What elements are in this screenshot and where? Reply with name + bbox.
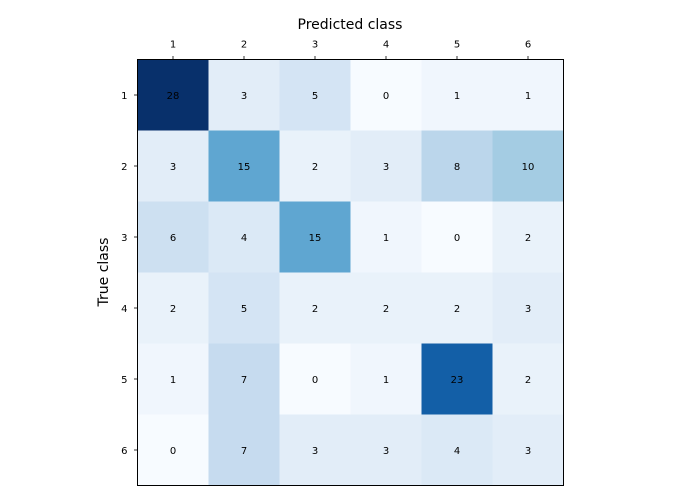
cell-value-label: 3	[525, 446, 531, 457]
cell-value-label: 3	[525, 304, 531, 315]
cell-value-label: 7	[241, 446, 247, 457]
cell-value-label: 4	[454, 446, 460, 457]
heatmap-cell-r4-c1	[137, 272, 209, 344]
x-tick-label: 4	[383, 40, 389, 51]
heatmap-cell-r1-c1	[137, 59, 209, 131]
cell-value-label: 1	[383, 233, 389, 244]
heatmap-cell-r6-c6	[492, 414, 564, 486]
heatmap-cell-r3-c4	[350, 201, 422, 273]
cell-value-label: 2	[383, 304, 389, 315]
y-tick-label: 6	[121, 446, 127, 457]
heatmap-cell-r5-c1	[137, 343, 209, 415]
heatmap-cell-r4-c3	[279, 272, 351, 344]
heatmap-cell-r4-c2	[208, 272, 280, 344]
cell-value-label: 5	[312, 91, 318, 102]
x-tick-label: 5	[454, 40, 460, 51]
cell-value-label: 5	[241, 304, 247, 315]
cell-value-label: 2	[312, 162, 318, 173]
cell-value-label: 0	[170, 446, 176, 457]
heatmap-cell-r1-c5	[421, 59, 493, 131]
heatmap-cell-r2-c4	[350, 130, 422, 202]
heatmap-cell-r1-c4	[350, 59, 422, 131]
heatmap-cell-r5-c5	[421, 343, 493, 415]
y-axis-ticks: 1 2 3 4 5 6	[121, 91, 138, 457]
cell-value-label: 15	[309, 233, 322, 244]
cell-value-label: 15	[238, 162, 251, 173]
cell-value-label: 2	[454, 304, 460, 315]
cell-value-label: 28	[167, 91, 180, 102]
x-axis-ticks: 1 2 3 4 5 6	[170, 40, 531, 60]
x-tick-label: 1	[170, 40, 176, 51]
cell-value-label: 10	[522, 162, 535, 173]
cell-value-label: 3	[312, 446, 318, 457]
cell-value-label: 2	[170, 304, 176, 315]
heatmap-cells	[137, 59, 564, 486]
cell-value-label: 4	[241, 233, 247, 244]
y-axis-title: True class	[96, 238, 112, 308]
cell-value-label: 23	[451, 375, 464, 386]
heatmap-cell-r6-c4	[350, 414, 422, 486]
heatmap-cell-r6-c5	[421, 414, 493, 486]
cell-value-label: 1	[454, 91, 460, 102]
heatmap-cell-r3-c3	[279, 201, 351, 273]
heatmap-cell-r2-c5	[421, 130, 493, 202]
heatmap-cell-r4-c4	[350, 272, 422, 344]
y-tick-label: 5	[121, 375, 127, 386]
cell-value-label: 1	[383, 375, 389, 386]
heatmap-cell-r3-c1	[137, 201, 209, 273]
cell-value-label: 2	[525, 375, 531, 386]
cell-value-label: 6	[170, 233, 176, 244]
cell-value-label: 3	[241, 91, 247, 102]
cell-value-label: 1	[170, 375, 176, 386]
heatmap-cell-r6-c1	[137, 414, 209, 486]
heatmap-cell-r2-c2	[208, 130, 280, 202]
y-tick-label: 1	[121, 91, 127, 102]
heatmap-cell-r3-c2	[208, 201, 280, 273]
x-axis-title: Predicted class	[298, 17, 403, 33]
heatmap-cell-r1-c3	[279, 59, 351, 131]
heatmap-cell-r1-c2	[208, 59, 280, 131]
cell-value-label: 3	[170, 162, 176, 173]
heatmap-cell-r4-c5	[421, 272, 493, 344]
heatmap-cell-r5-c6	[492, 343, 564, 415]
cell-value-label: 3	[383, 446, 389, 457]
cell-value-label: 0	[383, 91, 389, 102]
x-tick-label: 2	[241, 40, 247, 51]
y-tick-label: 4	[121, 304, 127, 315]
y-tick-label: 2	[121, 162, 127, 173]
heatmap-cell-r2-c3	[279, 130, 351, 202]
heatmap-cell-r3-c6	[492, 201, 564, 273]
heatmap-cell-r1-c6	[492, 59, 564, 131]
cell-value-label: 2	[312, 304, 318, 315]
cell-value-label: 3	[383, 162, 389, 173]
heatmap-cell-labels: 28 3 5 0 1 13 15 2 3 8 106 4 15 1 0 22 5 2 2 2 31 7 0 1 23 20 7 3 3 4…	[167, 91, 535, 457]
heatmap-cell-r2-c6	[492, 130, 564, 202]
y-tick-label: 3	[121, 233, 127, 244]
heatmap-cell-r5-c4	[350, 343, 422, 415]
heatmap-cell-r6-c2	[208, 414, 280, 486]
cell-value-label: 2	[525, 233, 531, 244]
x-tick-label: 3	[312, 40, 318, 51]
heatmap-cell-r5-c2	[208, 343, 280, 415]
cell-value-label: 8	[454, 162, 460, 173]
heatmap-cell-r4-c6	[492, 272, 564, 344]
heatmap-cell-r3-c5	[421, 201, 493, 273]
cell-value-label: 1	[525, 91, 531, 102]
cell-value-label: 7	[241, 375, 247, 386]
cell-value-label: 0	[454, 233, 460, 244]
cell-value-label: 0	[312, 375, 318, 386]
plot-frame	[137, 59, 564, 486]
heatmap-cell-r6-c3	[279, 414, 351, 486]
heatmap-cell-r2-c1	[137, 130, 209, 202]
heatmap-cell-r5-c3	[279, 343, 351, 415]
x-tick-label: 6	[525, 40, 531, 51]
